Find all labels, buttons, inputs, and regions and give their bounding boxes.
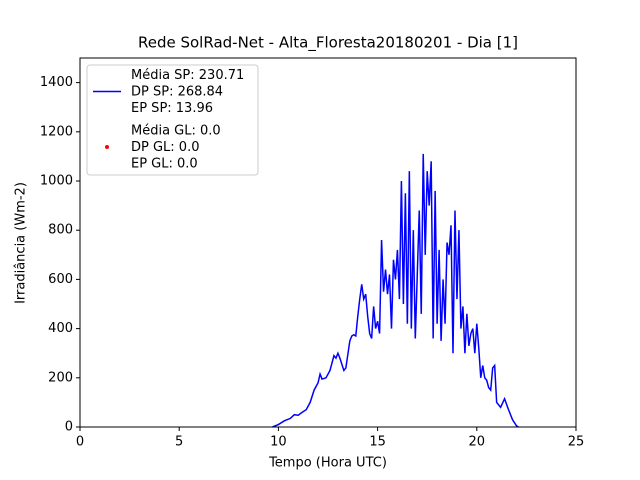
x-tick-label: 10 [270,435,287,450]
plot-frame [79,57,577,428]
legend-box [86,64,259,176]
y-tick-label: 0 [65,420,73,435]
x-axis-label: Tempo (Hora UTC) [268,456,387,471]
x-tick-label: 25 [568,435,585,450]
legend-swatch [105,145,109,149]
x-tick-label: 5 [175,435,183,450]
y-tick-label: 1000 [40,174,73,189]
y-axis-label: Irradiância (Wm-2) [14,182,29,304]
x-tick-label: 15 [369,435,386,450]
y-tick-label: 800 [48,223,73,238]
data-line [272,153,519,428]
y-tick-label: 400 [48,321,73,336]
y-tick-label: 200 [48,370,73,385]
chart-title: Rede SolRad-Net - Alta_Floresta20180201 … [138,34,518,53]
y-tick-label: 1400 [40,75,73,90]
legend-label: Média SP: 230.71 DP SP: 268.84 EP SP: 13.9… [131,68,244,116]
y-tick-label: 600 [48,272,73,287]
x-tick-label: 20 [469,435,486,450]
y-tick-label: 1200 [40,124,73,139]
x-tick-label: 0 [76,435,84,450]
legend-label: Média GL: 0.0 DP GL: 0.0 EP GL: 0.0 [131,123,221,171]
